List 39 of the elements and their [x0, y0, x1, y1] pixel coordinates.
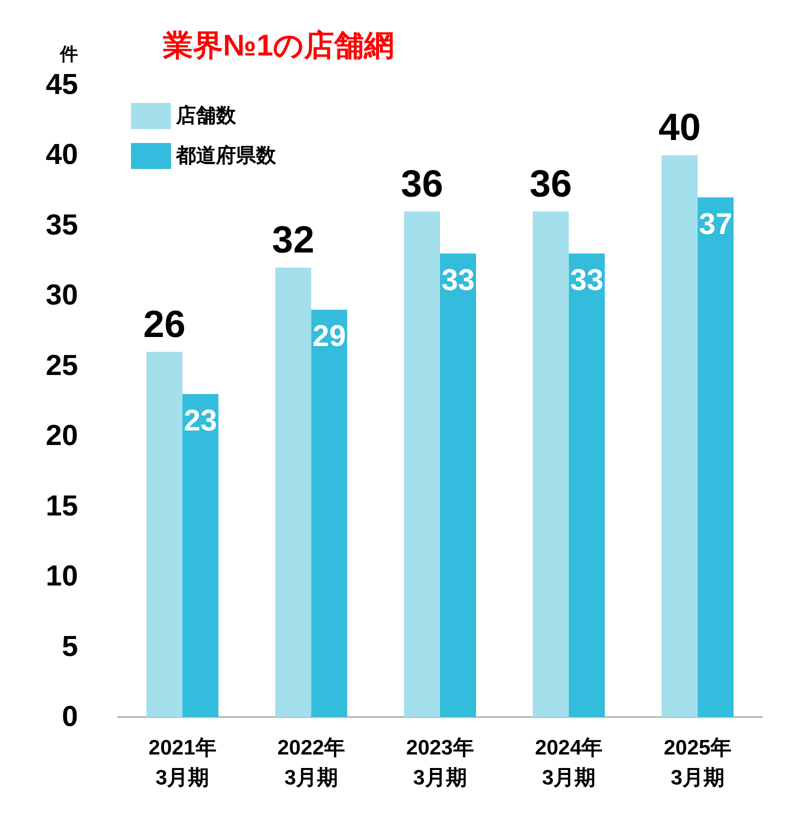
- y-tick-label: 25: [46, 350, 78, 382]
- y-axis-title: 件: [59, 44, 78, 64]
- bar: [532, 211, 569, 717]
- data-label: 29: [312, 320, 346, 354]
- data-label: 33: [441, 264, 475, 298]
- bar: [182, 394, 218, 717]
- x-tick-label: 2021年 3月期: [148, 736, 216, 790]
- x-tick-label: 2022年 3月期: [277, 736, 346, 790]
- bar: [404, 211, 440, 717]
- data-label: 37: [698, 208, 732, 241]
- data-label: 40: [658, 107, 701, 150]
- legend-label: 店舗数: [175, 104, 237, 127]
- y-tick-label: 20: [46, 420, 78, 452]
- y-tick-label: 15: [46, 490, 78, 522]
- bar: [440, 254, 476, 717]
- data-label: 26: [143, 304, 186, 346]
- data-label: 33: [570, 264, 604, 298]
- x-tick-label: 2023年 3月期: [406, 736, 474, 790]
- legend-label: 都道府県数: [175, 144, 277, 167]
- chart-title: 業界№1の店舗網: [162, 28, 394, 62]
- data-label: 36: [530, 163, 572, 206]
- y-tick-label: 45: [46, 69, 78, 101]
- data-label: 36: [400, 163, 444, 206]
- x-tick-label: 2025年 3月期: [664, 736, 732, 790]
- data-label: 23: [184, 404, 218, 438]
- bar: [662, 155, 698, 717]
- y-tick-label: 5: [62, 630, 78, 663]
- y-tick-label: 30: [46, 280, 78, 312]
- x-tick-label: 2024年 3月期: [534, 736, 603, 790]
- y-tick-label: 35: [46, 209, 78, 242]
- y-tick-label: 40: [46, 139, 78, 172]
- bar: [698, 197, 734, 717]
- bar: [311, 310, 348, 717]
- data-label: 32: [272, 220, 314, 262]
- bar: [275, 268, 312, 717]
- bar: [568, 254, 605, 717]
- y-tick-label: 10: [46, 560, 78, 593]
- y-tick-label: 0: [62, 701, 78, 733]
- bar: [146, 352, 182, 717]
